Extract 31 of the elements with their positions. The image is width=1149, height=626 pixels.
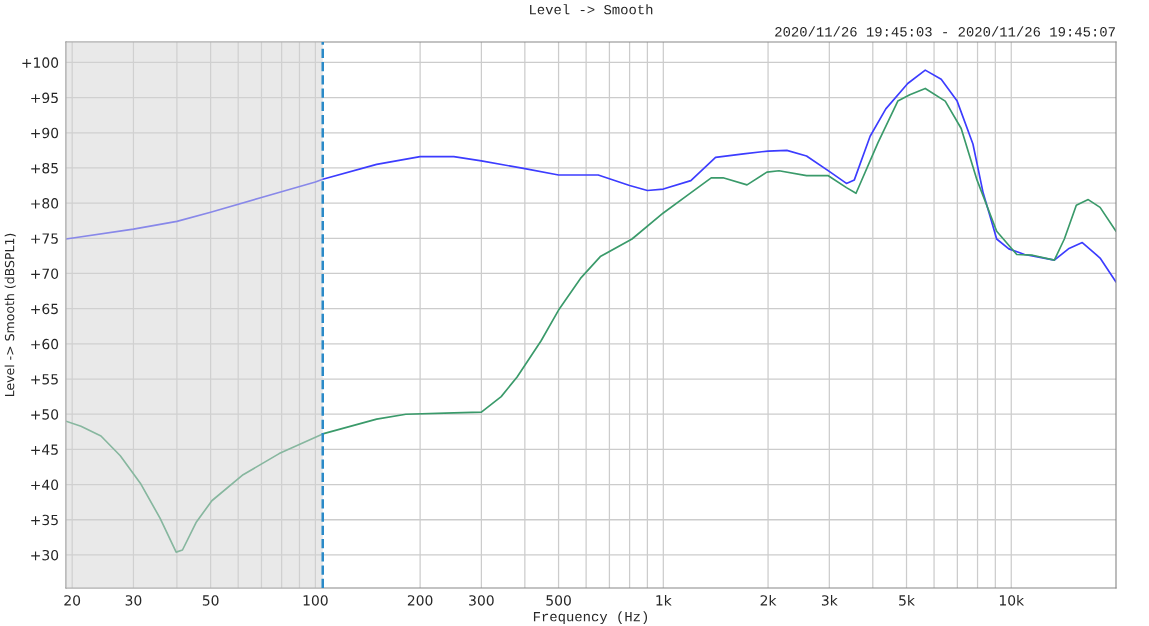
y-tick-label: +50	[31, 409, 59, 420]
y-tick-label: +90	[31, 127, 59, 139]
x-tick-label: 20	[64, 595, 81, 606]
y-tick-label: +85	[31, 162, 58, 174]
chart-title: Level -> Smooth	[530, 4, 653, 15]
y-tick-label: +75	[31, 233, 58, 244]
x-tick-label: 10k	[999, 594, 1025, 606]
y-axis-title: Level -> Smooth (dBSPL1)	[4, 233, 16, 397]
x-tick-label: 2k	[760, 594, 777, 606]
y-tick-label: +70	[31, 268, 59, 279]
x-tick-label: 200	[407, 595, 433, 606]
y-tick-label: +35	[31, 514, 58, 526]
y-tick-label: +60	[31, 338, 59, 350]
x-tick-label: 100	[303, 595, 328, 606]
x-tick-label: 300	[469, 595, 494, 606]
y-tick-label: +55	[31, 374, 58, 385]
y-tick-label: +80	[31, 198, 59, 209]
y-tick-label: +30	[31, 549, 59, 561]
y-tick-label: +100	[22, 57, 59, 68]
x-axis-title: Frequency (Hz)	[533, 611, 648, 625]
x-tick-label: 3k	[821, 594, 838, 606]
text: 2020/11/26 19:45:03 - 2020/11/26 19:45:07	[775, 26, 1115, 37]
x-tick-label: 500	[546, 595, 571, 606]
x-tick-label: 1k	[656, 594, 672, 606]
x-tick-label: 50	[202, 595, 219, 606]
y-tick-label: +45	[31, 444, 58, 455]
y-tick-label: +65	[31, 303, 58, 315]
y-tick-label: +40	[31, 479, 59, 491]
x-tick-label: 30	[125, 595, 142, 606]
x-tick-label: 5k	[899, 594, 915, 606]
y-tick-label: +95	[31, 92, 58, 104]
